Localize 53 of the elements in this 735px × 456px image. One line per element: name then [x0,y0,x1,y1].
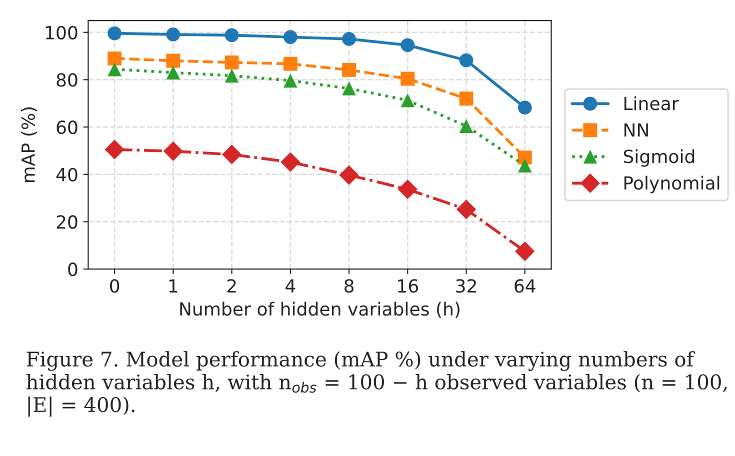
legend-label: Sigmoid [624,149,694,167]
point [108,51,122,66]
y-tick-label: 80 [56,73,78,87]
point [166,28,180,42]
point [224,68,239,83]
y-tick-label: 100 [46,26,78,40]
y-tick-label: 60 [56,120,78,134]
point [400,93,415,108]
point [518,150,532,165]
point [163,141,184,161]
x-tick-label: 2 [227,279,236,292]
y-tick-label: 40 [56,168,78,182]
x-tick-label: 4 [286,279,296,292]
point [400,38,415,52]
point [283,74,298,88]
x-tick-label: 1 [169,279,178,292]
point [342,63,356,77]
x-tick-label: 16 [398,279,418,293]
point [108,62,122,76]
point [456,200,476,220]
y-axis-title: mAP (%) [21,107,38,182]
y-tick-label: 0 [68,262,78,276]
point [515,241,535,262]
legend-label: Polynomial [624,176,720,194]
point [224,55,239,70]
point [518,158,532,173]
point [459,53,474,68]
point [108,26,122,40]
point [342,82,356,96]
point [166,66,180,80]
point [280,152,300,172]
x-tick-label: 32 [456,279,476,293]
y-tick-label: 20 [56,215,78,229]
point [339,165,359,185]
point [222,144,242,164]
point [400,72,415,86]
text: Figure 7. Model performance (mAP %) under varying numbers of hidden variables h, with n$_{obs}$ = 100 − h observed variables (n = 100, |E| = 400). [26,351,727,417]
point [283,30,298,44]
legend-label: Linear [624,96,679,110]
point [224,28,239,42]
point [166,54,180,68]
point [518,100,532,115]
point [398,179,418,200]
point [104,140,124,160]
point [459,119,474,134]
point [283,56,298,71]
x-tick-label: 0 [110,279,120,293]
x-axis-title: Number of hidden variables (h) [180,302,460,318]
point [459,92,474,106]
x-tick-label: 8 [344,279,354,293]
legend-label: NN [624,123,648,137]
x-tick-label: 64 [514,279,536,293]
point [342,32,356,46]
